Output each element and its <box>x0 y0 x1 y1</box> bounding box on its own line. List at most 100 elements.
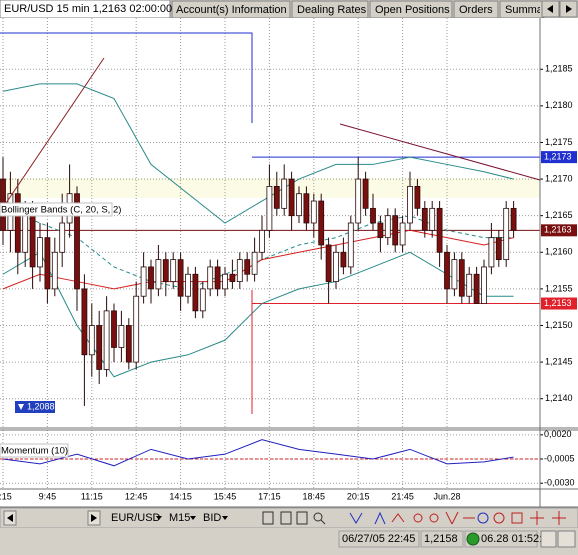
y-tick-label: 1,2180 <box>545 100 573 110</box>
tab-label: Open Positions <box>375 4 450 16</box>
candle-body <box>155 259 162 290</box>
connection-icon <box>466 532 480 546</box>
indicator-label-box <box>0 443 69 458</box>
low-marker-box <box>15 401 55 413</box>
candle-body <box>466 273 473 297</box>
dropdown-arrow <box>222 516 228 520</box>
momentum-pane <box>0 430 540 489</box>
x-tick-label: Jun.28 <box>433 491 460 501</box>
price-label-box <box>541 224 577 237</box>
tool-icons[interactable] <box>262 511 566 525</box>
trend-line <box>0 57 105 213</box>
toolbar <box>0 507 578 529</box>
candle-body <box>199 288 206 312</box>
y-tick-label: 1,2170 <box>545 173 573 183</box>
price-label-box <box>541 297 577 310</box>
candle-body <box>451 259 458 290</box>
candle-body <box>118 325 125 348</box>
price-label: 1,2153 <box>544 298 572 308</box>
candle-body <box>399 222 406 246</box>
candle-body <box>177 259 184 297</box>
period-dropdown[interactable]: M15 <box>169 512 190 524</box>
candle-body <box>362 178 369 209</box>
candle-body <box>140 266 147 297</box>
candle-body <box>310 200 317 224</box>
indicator-line <box>2 83 514 224</box>
candle-body <box>192 273 199 312</box>
candle-body <box>111 310 117 348</box>
candle-body <box>44 237 51 290</box>
tab-label: Dealing Rates <box>297 4 367 16</box>
x-tick-label: 21:45 <box>391 491 414 501</box>
candle-body <box>510 207 517 231</box>
candle-body <box>288 178 295 217</box>
candle-body <box>214 266 221 290</box>
candle-body <box>384 215 391 239</box>
candle-body <box>244 259 251 275</box>
y-tick-label: -0,0030 <box>544 478 575 488</box>
candle-body <box>51 251 58 290</box>
price-label: 1,2163 <box>544 225 572 235</box>
y-tick-label: 1,2155 <box>545 283 573 293</box>
tab-scroll[interactable] <box>541 0 578 18</box>
status-icon[interactable] <box>557 530 576 548</box>
candle-body <box>207 266 214 290</box>
tab-label: EUR/USD 15 min 1,2163 02:00:00 <box>4 3 172 15</box>
candle-body <box>318 200 325 246</box>
candle-body <box>355 178 362 224</box>
candle-body <box>488 237 495 268</box>
y-tick-label: 1,2160 <box>545 247 573 257</box>
y-tick-label: 1,2150 <box>545 320 573 330</box>
candle-body <box>125 325 132 363</box>
price-dropdown[interactable]: BID <box>203 512 221 524</box>
candle-body <box>444 251 450 290</box>
y-tick-label: 1,2185 <box>545 64 573 74</box>
candle-body <box>377 222 384 239</box>
candle-body <box>14 193 21 253</box>
candle-body <box>281 178 288 209</box>
status-price: 1,2158 <box>424 533 458 545</box>
candle-body <box>303 193 310 224</box>
scroll-buttons[interactable] <box>3 510 101 526</box>
candle-body <box>96 325 103 370</box>
candle-body <box>503 207 510 261</box>
tab-label: Summa <box>505 4 544 16</box>
candle-body <box>340 251 347 268</box>
main-pane <box>0 18 540 428</box>
y-tick-label: 0,0020 <box>544 429 572 439</box>
x-tick-label: 8:15 <box>0 491 12 501</box>
candle-body <box>347 222 354 268</box>
candle-body <box>266 185 273 231</box>
candle-body <box>59 222 66 253</box>
indicator-label-box <box>0 202 113 217</box>
status-field <box>464 530 538 548</box>
candle-body <box>407 185 413 224</box>
dropdown-arrow <box>156 516 162 520</box>
channel-drawing <box>0 32 253 123</box>
candle-body <box>37 237 43 268</box>
symbol-dropdown[interactable]: EUR/USD <box>111 512 161 524</box>
candle-body <box>22 215 29 253</box>
dropdown-arrow <box>190 516 196 520</box>
momentum-line <box>2 439 514 467</box>
candle-body <box>251 251 258 275</box>
trend-line <box>339 123 541 181</box>
candle-body <box>429 207 436 231</box>
candle-body <box>414 185 421 209</box>
candle-body <box>273 185 280 209</box>
status-time: 06/27/05 22:45 <box>342 533 415 545</box>
candle-body <box>481 266 487 304</box>
y-tick-label: 1,2145 <box>545 356 573 366</box>
status-icon[interactable] <box>540 530 557 548</box>
y-tick-label: -0,0005 <box>544 453 575 463</box>
x-tick-label: 14:15 <box>169 491 192 501</box>
y-tick-label: 1,2165 <box>545 210 573 220</box>
status-field <box>420 530 464 548</box>
status-field <box>338 530 420 548</box>
candle-body <box>222 273 228 290</box>
x-tick-label: 9:45 <box>39 491 57 501</box>
price-label-box <box>541 151 577 164</box>
candle-body <box>162 259 169 282</box>
